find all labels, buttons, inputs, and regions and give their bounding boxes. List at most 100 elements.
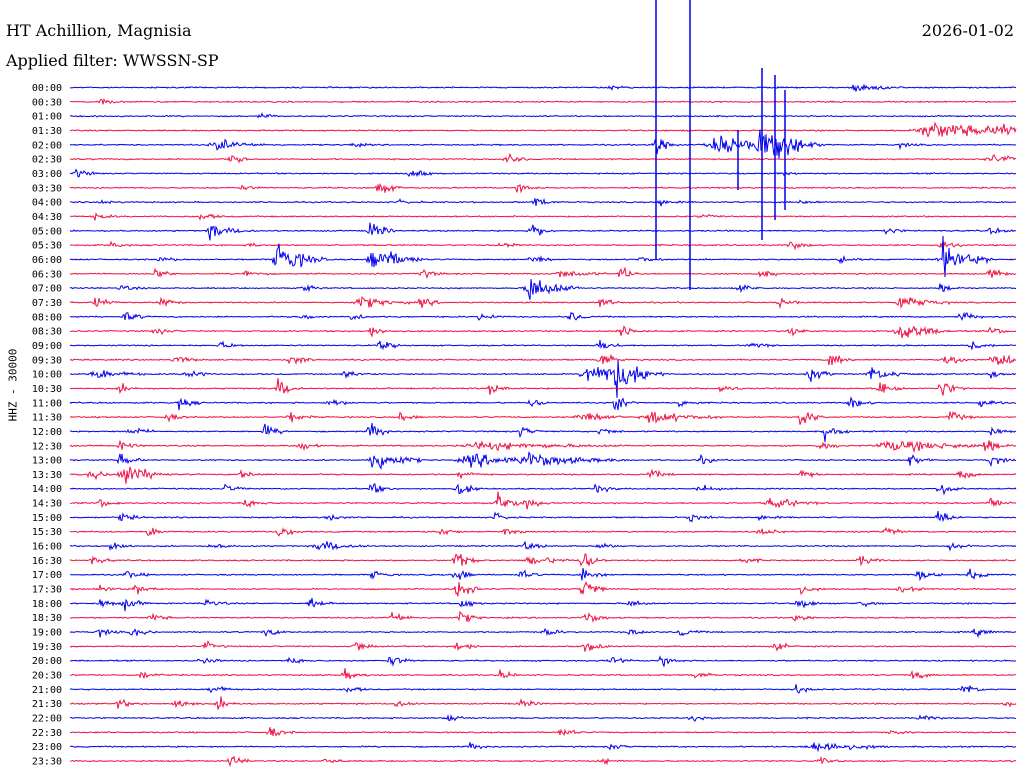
time-label: 18:30	[32, 613, 62, 624]
time-label: 22:30	[32, 728, 62, 739]
time-label: 03:30	[32, 183, 62, 194]
date-label: 2026-01-02	[921, 21, 1014, 40]
time-label: 08:00	[32, 312, 62, 323]
seismogram-trace	[69, 696, 1017, 710]
time-label: 06:30	[32, 269, 62, 280]
time-label: 19:30	[32, 642, 62, 653]
time-label: 22:00	[32, 714, 62, 725]
time-label: 15:30	[32, 527, 62, 538]
time-label: 11:00	[32, 398, 62, 409]
time-label: 05:30	[32, 241, 62, 252]
time-label: 18:00	[32, 599, 62, 610]
time-label: 14:00	[32, 484, 62, 495]
time-label: 11:30	[32, 413, 62, 424]
seismogram-trace	[69, 295, 1017, 309]
time-label: 23:00	[32, 742, 62, 753]
seismogram-trace	[69, 742, 1017, 753]
seismogram-trace	[69, 640, 1017, 652]
seismogram-trace	[69, 83, 1017, 92]
seismogram-trace	[69, 353, 1017, 366]
time-label: 04:30	[32, 212, 62, 223]
seismogram-trace	[69, 235, 1017, 278]
seismogram-trace	[69, 511, 1016, 523]
time-label: 10:00	[32, 370, 62, 381]
time-label: 01:00	[32, 112, 62, 123]
time-label: 13:30	[32, 470, 62, 481]
time-label: 16:30	[32, 556, 62, 567]
seismogram-trace	[69, 340, 1016, 351]
time-label: 09:30	[32, 355, 62, 366]
time-label: 17:30	[32, 585, 62, 596]
seismogram-trace	[69, 597, 1017, 612]
seismogram-trace	[69, 655, 1017, 667]
time-label: 12:30	[32, 441, 62, 452]
time-label: 21:30	[32, 699, 62, 710]
time-label: 23:30	[32, 757, 62, 768]
seismogram-trace	[69, 311, 1017, 321]
time-label: 21:00	[32, 685, 62, 696]
seismogram-trace	[69, 121, 1017, 138]
seismogram-trace	[69, 182, 1017, 194]
time-label: 19:00	[32, 628, 62, 639]
seismogram-trace	[69, 266, 1017, 280]
time-label: 14:30	[32, 499, 62, 510]
seismogram-trace	[69, 240, 1017, 251]
seismogram-trace	[69, 483, 1017, 496]
seismogram-trace	[69, 714, 1017, 722]
time-label: 02:00	[32, 140, 62, 151]
seismogram-trace	[69, 378, 1017, 396]
time-label: 05:00	[32, 226, 62, 237]
seismogram-trace	[69, 755, 1017, 768]
seismogram-trace	[69, 567, 1017, 582]
seismogram-trace	[69, 541, 1017, 552]
time-label: 07:30	[32, 298, 62, 309]
seismogram-trace	[69, 439, 1017, 454]
seismogram-trace	[69, 526, 1017, 537]
time-label: 12:00	[32, 427, 62, 438]
seismogram-trace	[69, 727, 1017, 737]
station-title: HT Achillion, Magnisia	[6, 21, 192, 40]
seismogram-trace	[69, 152, 1017, 164]
seismogram-trace	[69, 422, 1017, 442]
seismogram-trace	[69, 491, 1017, 510]
seismogram-trace	[69, 212, 1017, 221]
seismogram-trace	[69, 466, 1017, 484]
seismogram-trace	[69, 411, 1017, 425]
seismogram-trace	[69, 222, 1016, 241]
time-label: 10:30	[32, 384, 62, 395]
seismogram-trace	[69, 396, 1016, 411]
seismogram-trace	[69, 360, 1017, 398]
seismogram-trace	[69, 684, 1017, 694]
time-label: 20:30	[32, 671, 62, 682]
time-label: 13:00	[32, 456, 62, 467]
seismogram-trace	[69, 553, 1017, 567]
time-label: 00:00	[32, 83, 62, 94]
time-label: 01:30	[32, 126, 62, 137]
seismogram-trace	[69, 168, 1017, 178]
seismogram-trace	[69, 279, 1017, 300]
time-label: 20:00	[32, 656, 62, 667]
seismogram-trace	[69, 451, 1017, 470]
time-label: 16:00	[32, 542, 62, 553]
seismogram-trace	[69, 129, 1017, 159]
time-label: 06:00	[32, 255, 62, 266]
time-label: 02:30	[32, 155, 62, 166]
seismogram-trace	[70, 610, 1016, 623]
seismogram-trace	[69, 197, 1017, 207]
time-label: 08:30	[32, 327, 62, 338]
seismogram-trace	[69, 628, 1017, 639]
time-label: 17:00	[32, 570, 62, 581]
seismogram-trace	[69, 581, 1017, 597]
seismogram-trace	[69, 112, 1017, 119]
time-label: 04:00	[32, 198, 62, 209]
time-label: 00:30	[32, 97, 62, 108]
time-label: 03:00	[32, 169, 62, 180]
filter-label: Applied filter: WWSSN-SP	[6, 51, 219, 70]
seismogram-trace	[69, 325, 1017, 339]
seismogram-trace	[69, 98, 1017, 105]
time-label: 09:00	[32, 341, 62, 352]
seismogram-trace	[69, 668, 1017, 679]
time-label: 15:00	[32, 513, 62, 524]
time-label: 07:00	[32, 284, 62, 295]
